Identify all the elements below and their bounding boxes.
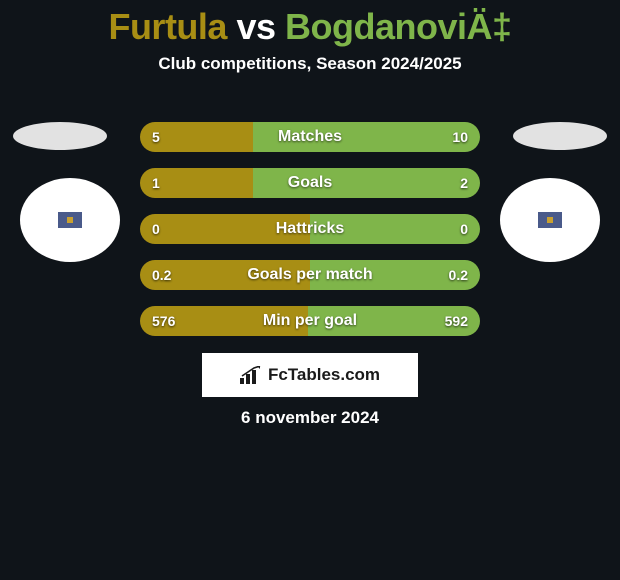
- flag-icon: [538, 212, 562, 228]
- bar-left-fill: [140, 260, 310, 290]
- bar-row: 12Goals: [140, 168, 480, 198]
- flag-icon: [58, 212, 82, 228]
- bar-right-fill: [310, 214, 480, 244]
- player-left-head: [13, 122, 107, 150]
- date-text: 6 november 2024: [0, 408, 620, 428]
- brand-text: FcTables.com: [268, 365, 380, 385]
- bar-row: 00Hattricks: [140, 214, 480, 244]
- bar-right-fill: [308, 306, 480, 336]
- bar-row: 510Matches: [140, 122, 480, 152]
- bar-left-fill: [140, 306, 308, 336]
- bar-left-fill: [140, 122, 253, 152]
- player-right-head: [513, 122, 607, 150]
- bar-row: 576592Min per goal: [140, 306, 480, 336]
- bar-right-fill: [310, 260, 480, 290]
- subtitle: Club competitions, Season 2024/2025: [0, 54, 620, 74]
- bar-row: 0.20.2Goals per match: [140, 260, 480, 290]
- bar-left-fill: [140, 168, 253, 198]
- brand-box[interactable]: FcTables.com: [202, 353, 418, 397]
- player-right-body: [500, 178, 600, 262]
- vs-text: vs: [236, 6, 275, 47]
- bar-left-fill: [140, 214, 310, 244]
- bar-right-fill: [253, 168, 480, 198]
- page-title: Furtula vs BogdanoviÄ‡: [0, 0, 620, 48]
- player-right-name: BogdanoviÄ‡: [285, 6, 512, 47]
- player-left-body: [20, 178, 120, 262]
- player-left-name: Furtula: [108, 6, 227, 47]
- chart-icon: [240, 366, 262, 384]
- comparison-bars: 510Matches 12Goals 00Hattricks 0.20.2Goals …: [140, 122, 480, 352]
- bar-right-fill: [253, 122, 480, 152]
